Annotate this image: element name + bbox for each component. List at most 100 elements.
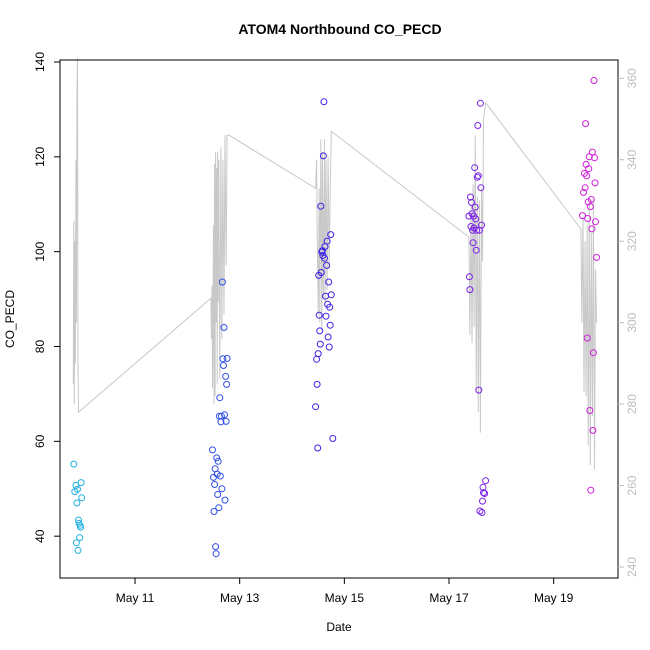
data-point: [325, 343, 333, 351]
data-point: [319, 152, 327, 160]
data-point: [325, 278, 333, 286]
data-point: [588, 225, 596, 233]
data-point: [326, 303, 334, 311]
x-axis: May 11 May 13 May 15 May 17 May 19: [116, 578, 574, 605]
data-point: [476, 99, 484, 107]
data-point: [74, 546, 82, 554]
y-tick-label-left: 80: [33, 340, 47, 354]
x-axis-label: Date: [326, 620, 352, 634]
data-point: [320, 98, 328, 106]
data-point: [479, 483, 487, 491]
data-point: [472, 215, 480, 223]
y-axis-right: 240 260 280 300 320 340 360: [618, 68, 639, 577]
scatter-layer: [70, 77, 601, 558]
data-point: [480, 489, 487, 497]
data-point: [72, 539, 80, 547]
data-point: [587, 196, 595, 203]
y-tick-label-right: 360: [625, 68, 639, 88]
data-point: [209, 446, 216, 454]
data-point: [316, 340, 324, 348]
data-point: [324, 333, 332, 341]
data-point: [582, 120, 590, 128]
data-point: [469, 239, 477, 247]
data-point: [220, 324, 228, 331]
data-point: [479, 497, 486, 505]
x-tick-label: May 17: [429, 591, 469, 605]
co-line: [72, 57, 598, 470]
data-point: [475, 386, 483, 394]
data-point: [323, 261, 331, 269]
y-tick-label-left: 100: [33, 241, 47, 261]
y-tick-label-left: 60: [33, 434, 47, 448]
data-point: [326, 321, 334, 329]
y-tick-label-left: 40: [33, 529, 47, 543]
data-point: [587, 486, 595, 494]
data-point: [312, 403, 320, 411]
data-point: [322, 312, 330, 320]
data-point: [222, 417, 230, 425]
data-point: [579, 212, 586, 220]
x-tick-label: May 13: [220, 591, 260, 605]
data-point: [465, 273, 473, 281]
data-point: [581, 184, 589, 192]
data-point: [77, 479, 85, 487]
data-point: [583, 172, 591, 180]
data-point: [321, 254, 328, 262]
data-point: [478, 509, 486, 516]
data-point: [580, 188, 587, 196]
y-tick-label-right: 260: [625, 475, 639, 495]
data-point: [72, 481, 80, 489]
y-tick-label-left: 140: [33, 52, 47, 72]
chart-title: ATOM4 Northbound CO_PECD: [238, 21, 441, 37]
data-point: [74, 485, 81, 493]
data-point: [73, 499, 81, 507]
data-point: [481, 490, 489, 497]
data-point: [589, 349, 597, 357]
data-point: [474, 172, 482, 180]
data-point: [212, 550, 220, 558]
y-tick-label-left: 120: [33, 147, 47, 167]
data-point: [76, 534, 84, 542]
data-point: [478, 221, 485, 229]
data-point: [327, 291, 335, 299]
data-point: [476, 507, 484, 515]
data-point: [468, 198, 475, 206]
data-point: [316, 327, 324, 335]
data-point: [467, 193, 474, 201]
y-tick-label-right: 320: [625, 231, 639, 251]
data-point: [589, 426, 597, 434]
data-point: [583, 334, 591, 342]
data-point: [588, 148, 596, 156]
data-point: [317, 202, 325, 210]
data-point: [314, 350, 322, 358]
data-point: [329, 435, 337, 442]
y-tick-label-right: 280: [625, 394, 639, 414]
x-tick-label: May 15: [325, 591, 365, 605]
data-point: [323, 237, 331, 245]
data-point: [78, 494, 86, 502]
data-point: [313, 355, 321, 363]
data-point: [211, 481, 219, 488]
data-point: [220, 362, 227, 369]
data-point: [584, 215, 592, 222]
data-point: [585, 153, 593, 161]
y-tick-label-right: 300: [625, 312, 639, 332]
data-point: [215, 504, 223, 512]
data-point: [223, 380, 231, 388]
y-axis-left: 40 60 80 100 120 140: [33, 52, 60, 543]
data-point: [210, 473, 217, 481]
data-point: [472, 246, 480, 254]
plot-frame: [59, 59, 619, 579]
data-point: [216, 394, 224, 402]
data-point: [213, 454, 221, 462]
data-point: [473, 226, 481, 234]
x-tick-label: May 11: [116, 591, 155, 605]
data-point: [591, 154, 598, 162]
data-point: [221, 411, 228, 419]
x-tick-label: May 19: [534, 591, 574, 605]
data-point: [586, 407, 594, 414]
y-axis-label: CO_PECD: [3, 290, 17, 348]
co-line-layer: [72, 57, 598, 470]
data-point: [586, 203, 594, 211]
